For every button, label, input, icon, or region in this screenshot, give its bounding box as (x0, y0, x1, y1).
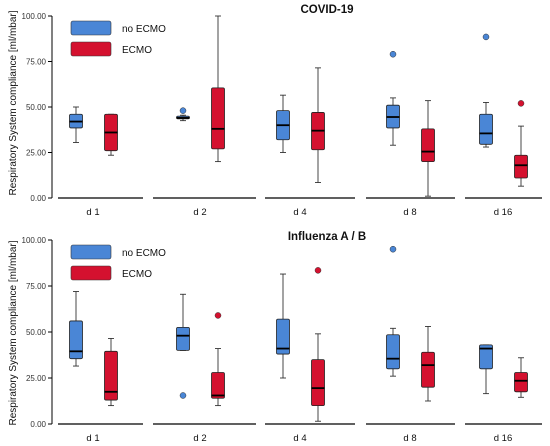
box-iqr (311, 359, 325, 407)
covid-title: COVID-19 (300, 4, 353, 16)
outlier-point (214, 312, 222, 319)
influenza-boxes (69, 245, 528, 422)
box-iqr (276, 318, 290, 355)
legend-swatch-no-ecmo (70, 20, 112, 36)
box-iqr (386, 334, 400, 370)
influenza-box-ecmo (211, 312, 225, 407)
covid-box-no-ecmo (276, 94, 290, 153)
covid-y-tick-label: 75.00 (26, 58, 47, 67)
covid-x-category-label: d 1 (86, 207, 99, 218)
covid-y-ticks: 0.00 25.00 50.00 75.00 100.00 (22, 12, 53, 203)
outlier-point (389, 245, 397, 253)
covid-box-ecmo (311, 67, 325, 183)
covid-y-tick-label: 50.00 (26, 103, 47, 112)
covid-panel: COVID-19 Respiratory System compliance [… (8, 4, 542, 218)
influenza-legend: no ECMO ECMO (70, 244, 166, 281)
covid-x-categories: d 1 d 2 d 4 d 8 d 16 (86, 207, 512, 218)
legend-swatch-ecmo (70, 265, 112, 281)
influenza-box-no-ecmo (69, 291, 83, 367)
covid-box-no-ecmo (176, 107, 190, 122)
influenza-box-no-ecmo (176, 293, 190, 399)
outlier-point (179, 392, 187, 399)
covid-x-category-label: d 16 (494, 207, 513, 218)
influenza-box-no-ecmo (276, 273, 290, 379)
box-iqr (211, 372, 225, 399)
box-iqr (211, 87, 225, 150)
covid-x-category-label: d 8 (403, 207, 416, 218)
influenza-box-no-ecmo (386, 245, 400, 377)
influenza-x-category-label: d 16 (494, 433, 513, 444)
influenza-x-category-label: d 1 (86, 433, 99, 444)
outlier-point (517, 100, 525, 107)
covid-box-no-ecmo (69, 106, 83, 143)
box-iqr (514, 372, 528, 393)
box-iqr (514, 154, 528, 179)
influenza-y-tick-label: 75.00 (26, 282, 47, 291)
influenza-x-category-label: d 2 (193, 433, 206, 444)
influenza-box-ecmo (514, 357, 528, 398)
influenza-y-axis-label: Respiratory System compliance [ml/mbar] (8, 240, 19, 425)
box-iqr (421, 351, 435, 388)
covid-box-no-ecmo (479, 33, 493, 148)
legend-label-no-ecmo: no ECMO (122, 24, 166, 35)
covid-y-axis-label: Respiratory System compliance [ml/mbar] (8, 10, 19, 195)
influenza-y-tick-label: 0.00 (30, 420, 46, 429)
influenza-box-ecmo (104, 337, 118, 407)
covid-y-tick-label: 100.00 (22, 12, 47, 21)
covid-box-ecmo (421, 100, 435, 197)
influenza-y-tick-label: 25.00 (26, 374, 47, 383)
outlier-point (482, 33, 490, 41)
box-iqr (479, 344, 493, 370)
covid-box-no-ecmo (386, 50, 400, 146)
legend-label-ecmo: ECMO (122, 45, 152, 56)
influenza-panel: Influenza A / B Respiratory System compl… (8, 231, 542, 444)
covid-x-category-label: d 2 (193, 207, 206, 218)
covid-legend: no ECMO ECMO (70, 20, 166, 57)
covid-y-tick-label: 25.00 (26, 149, 47, 158)
covid-box-ecmo (104, 113, 118, 156)
box-iqr (104, 350, 118, 401)
influenza-x-category-label: d 4 (293, 433, 306, 444)
influenza-x-category-label: d 8 (403, 433, 416, 444)
covid-boxes (69, 15, 528, 197)
influenza-box-ecmo (421, 326, 435, 402)
box-iqr (69, 320, 83, 360)
influenza-title: Influenza A / B (288, 231, 366, 243)
influenza-y-tick-label: 50.00 (26, 328, 47, 337)
influenza-y-tick-label: 100.00 (22, 236, 47, 245)
box-iqr (479, 113, 493, 145)
influenza-box-ecmo (311, 267, 325, 422)
influenza-box-no-ecmo (479, 344, 493, 395)
legend-swatch-no-ecmo (70, 244, 112, 260)
box-iqr (176, 326, 190, 351)
covid-y-tick-label: 0.00 (30, 194, 46, 203)
covid-box-ecmo (211, 15, 225, 163)
influenza-y-ticks: 0.00 25.00 50.00 75.00 100.00 (22, 236, 53, 429)
outlier-point (314, 267, 322, 274)
covid-x-category-label: d 4 (293, 207, 306, 218)
covid-box-ecmo (514, 100, 528, 187)
outlier-point (179, 107, 187, 114)
influenza-x-categories: d 1 d 2 d 4 d 8 d 16 (86, 433, 512, 444)
legend-label-ecmo: ECMO (122, 269, 152, 280)
legend-label-no-ecmo: no ECMO (122, 248, 166, 259)
legend-swatch-ecmo (70, 41, 112, 57)
outlier-point (389, 50, 397, 58)
box-iqr (421, 128, 435, 162)
